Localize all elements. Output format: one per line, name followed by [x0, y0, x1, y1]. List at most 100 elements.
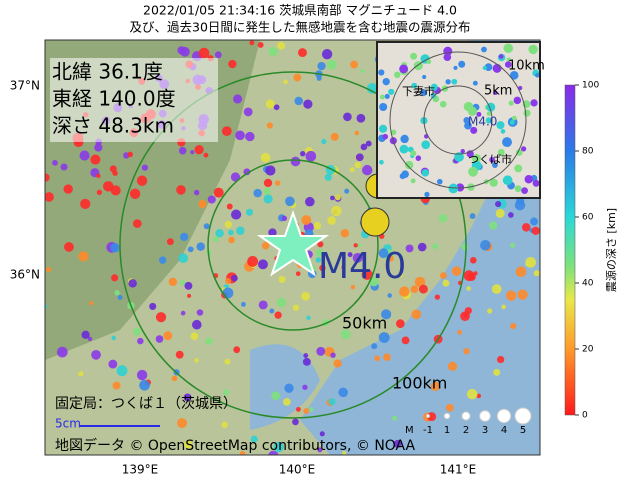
epicenter [411, 309, 422, 320]
epicenter [149, 302, 157, 310]
epicenter [379, 159, 384, 165]
epicenter [424, 191, 430, 198]
epicenter [228, 59, 237, 69]
epicenter [492, 63, 502, 73]
epicenter [45, 173, 50, 182]
epicenter [427, 412, 437, 422]
epicenter [387, 293, 392, 298]
epicenter [453, 65, 458, 70]
epicenter [315, 248, 324, 257]
ring-100km [119, 71, 467, 419]
epicenter [430, 381, 441, 392]
epicenter [175, 350, 184, 359]
epicenter [501, 304, 506, 310]
epicenter [518, 85, 523, 91]
epicenter [303, 99, 313, 109]
epicenter [463, 313, 469, 318]
epicenter [463, 348, 470, 355]
epicenter [401, 336, 410, 345]
epicenter [533, 270, 540, 277]
epicenter [434, 294, 441, 300]
epicenter [491, 284, 502, 294]
epicenter [192, 319, 202, 330]
epicenter [45, 192, 54, 202]
depth: 深さ 48.3km [52, 114, 174, 138]
epicenter [319, 431, 325, 437]
epicenter [203, 152, 209, 158]
epicenter [253, 188, 262, 198]
epicenter [388, 88, 395, 95]
epicenter [277, 41, 286, 50]
epicenter [228, 229, 234, 236]
epicenter [96, 173, 101, 178]
epicenter [509, 119, 515, 125]
epicenter [313, 221, 322, 230]
epicenter [116, 365, 128, 377]
epicenter [469, 213, 476, 219]
epicenter [371, 343, 378, 350]
epicenter [63, 184, 73, 194]
epicenter [266, 122, 273, 129]
epicenter [79, 150, 90, 161]
epicenter [301, 215, 312, 225]
longitude: 東経 140.0度 [52, 87, 176, 111]
epicenter [524, 175, 533, 184]
epicenter [418, 284, 428, 294]
epicenter [487, 308, 493, 314]
epicenter [458, 60, 466, 68]
epicenter [268, 450, 279, 455]
epicenter [168, 277, 178, 287]
epicenter [163, 331, 173, 341]
epicenter [420, 89, 428, 97]
epicenter [489, 178, 498, 187]
epicenter [532, 179, 540, 187]
epicenter [354, 161, 361, 169]
epicenter [451, 78, 458, 85]
epicenter [26, 259, 33, 266]
epicenter [224, 220, 232, 229]
epicenter [103, 181, 114, 192]
epicenter [548, 242, 553, 247]
epicenter [378, 124, 388, 133]
epicenter [340, 228, 350, 238]
legend: -1 1 2 3 4 5 [423, 407, 532, 436]
epicenter [506, 57, 511, 62]
epicenter [366, 83, 378, 94]
epicenter [194, 145, 204, 155]
epicenter [274, 180, 281, 186]
lon-label: 140°E [279, 463, 316, 477]
lon-label: 139°E [122, 463, 159, 477]
epicenter [190, 150, 195, 155]
legend-label: 5 [520, 425, 526, 436]
legend-label: 3 [482, 425, 488, 436]
epicenter [385, 263, 390, 269]
epicenter [327, 216, 336, 225]
epicenter [111, 335, 117, 341]
epicenter [353, 243, 358, 248]
epicenter [342, 450, 347, 455]
epicenter [80, 198, 91, 210]
epicenter [263, 178, 273, 188]
epicenter [166, 238, 174, 246]
epicenter [245, 208, 254, 216]
epicenter [328, 398, 336, 406]
legend-dot [514, 407, 532, 425]
epicenter [530, 217, 539, 226]
epicenter [269, 308, 275, 314]
epicenter [35, 261, 41, 267]
epicenter [303, 353, 309, 358]
epicenter [422, 74, 427, 80]
epicenter [398, 272, 404, 278]
epicenter [355, 153, 364, 162]
ring-100-label: 100km [392, 374, 447, 393]
epicenter [469, 256, 477, 264]
epicenter [309, 407, 314, 412]
epicenter [447, 361, 458, 371]
epicenter [292, 418, 299, 426]
epicenter [316, 75, 322, 81]
epicenter [235, 130, 245, 141]
epicenter [187, 246, 194, 253]
epicenter [354, 130, 360, 136]
epicenter [265, 99, 275, 109]
epicenter [503, 43, 514, 54]
